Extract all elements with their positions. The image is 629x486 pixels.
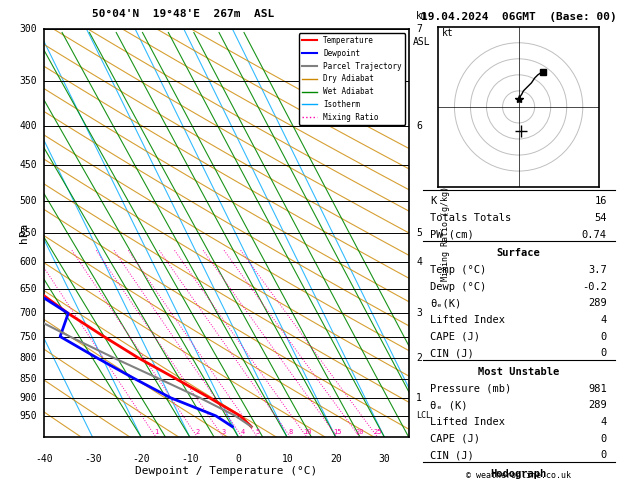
Text: 4: 4	[240, 429, 245, 435]
Text: 7: 7	[416, 24, 422, 34]
Text: 10: 10	[303, 429, 311, 435]
Text: CAPE (J): CAPE (J)	[430, 332, 481, 342]
Text: -10: -10	[181, 454, 199, 464]
Text: LCL: LCL	[416, 411, 431, 420]
Text: ASL: ASL	[413, 37, 430, 47]
Text: Hodograph: Hodograph	[491, 469, 547, 479]
Text: 25: 25	[374, 429, 382, 435]
Text: Lifted Index: Lifted Index	[430, 315, 505, 325]
Text: 2: 2	[196, 429, 200, 435]
Text: 400: 400	[19, 121, 36, 131]
Text: Totals Totals: Totals Totals	[430, 213, 511, 223]
Text: -30: -30	[84, 454, 101, 464]
Text: 4: 4	[601, 315, 607, 325]
Text: 3.7: 3.7	[588, 265, 607, 275]
Text: 20: 20	[330, 454, 342, 464]
Text: 30: 30	[379, 454, 391, 464]
Text: Dewp (°C): Dewp (°C)	[430, 281, 487, 292]
Text: Dewpoint / Temperature (°C): Dewpoint / Temperature (°C)	[135, 466, 318, 476]
Text: 300: 300	[19, 24, 36, 34]
Text: 4: 4	[416, 257, 422, 267]
Text: -0.2: -0.2	[582, 281, 607, 292]
Text: 20: 20	[355, 429, 364, 435]
Text: K: K	[430, 196, 437, 206]
Text: θₑ(K): θₑ(K)	[430, 298, 462, 308]
Text: 0: 0	[601, 451, 607, 460]
Text: 850: 850	[19, 374, 36, 383]
Text: Mixing Ratio (g/kg): Mixing Ratio (g/kg)	[441, 186, 450, 281]
Text: 50°04'N  19°48'E  267m  ASL: 50°04'N 19°48'E 267m ASL	[92, 9, 274, 19]
Text: kt: kt	[442, 28, 454, 38]
Text: PW (cm): PW (cm)	[430, 230, 474, 240]
Text: © weatheronline.co.uk: © weatheronline.co.uk	[467, 471, 571, 480]
Text: Lifted Index: Lifted Index	[430, 417, 505, 427]
Text: 350: 350	[19, 76, 36, 86]
Text: -20: -20	[133, 454, 150, 464]
Text: 5: 5	[255, 429, 260, 435]
Text: 2: 2	[416, 353, 422, 363]
Text: 600: 600	[19, 257, 36, 267]
Text: 10: 10	[281, 454, 293, 464]
Text: 981: 981	[588, 383, 607, 394]
Text: 289: 289	[588, 400, 607, 410]
Text: 1: 1	[416, 393, 422, 403]
Text: 1: 1	[154, 429, 158, 435]
Text: Most Unstable: Most Unstable	[478, 367, 559, 377]
Text: Temp (°C): Temp (°C)	[430, 265, 487, 275]
Text: 4: 4	[601, 417, 607, 427]
Text: 650: 650	[19, 283, 36, 294]
Text: Surface: Surface	[497, 248, 540, 258]
Text: 289: 289	[588, 298, 607, 308]
Text: 0.74: 0.74	[582, 230, 607, 240]
Text: km: km	[416, 11, 428, 21]
Text: 750: 750	[19, 331, 36, 342]
Text: 700: 700	[19, 309, 36, 318]
Text: 3: 3	[416, 309, 422, 318]
Text: 0: 0	[236, 454, 242, 464]
Text: hPa: hPa	[19, 223, 29, 243]
Text: 550: 550	[19, 227, 36, 238]
Text: 5: 5	[416, 227, 422, 238]
Text: 8: 8	[289, 429, 293, 435]
Text: 900: 900	[19, 393, 36, 403]
Text: 0: 0	[601, 434, 607, 444]
Text: 3: 3	[221, 429, 226, 435]
Text: 0: 0	[601, 332, 607, 342]
Text: 16: 16	[594, 196, 607, 206]
Text: CIN (J): CIN (J)	[430, 348, 474, 359]
Text: 19.04.2024  06GMT  (Base: 00): 19.04.2024 06GMT (Base: 00)	[421, 12, 617, 22]
Text: 800: 800	[19, 353, 36, 363]
Text: CIN (J): CIN (J)	[430, 451, 474, 460]
Text: 950: 950	[19, 411, 36, 421]
Text: 500: 500	[19, 195, 36, 206]
Text: 6: 6	[416, 121, 422, 131]
Text: 450: 450	[19, 160, 36, 170]
Text: 0: 0	[601, 348, 607, 359]
Legend: Temperature, Dewpoint, Parcel Trajectory, Dry Adiabat, Wet Adiabat, Isotherm, Mi: Temperature, Dewpoint, Parcel Trajectory…	[299, 33, 405, 125]
Text: θₑ (K): θₑ (K)	[430, 400, 468, 410]
Text: 15: 15	[333, 429, 342, 435]
Text: Pressure (mb): Pressure (mb)	[430, 383, 511, 394]
Text: -40: -40	[35, 454, 53, 464]
Text: CAPE (J): CAPE (J)	[430, 434, 481, 444]
Text: 54: 54	[594, 213, 607, 223]
